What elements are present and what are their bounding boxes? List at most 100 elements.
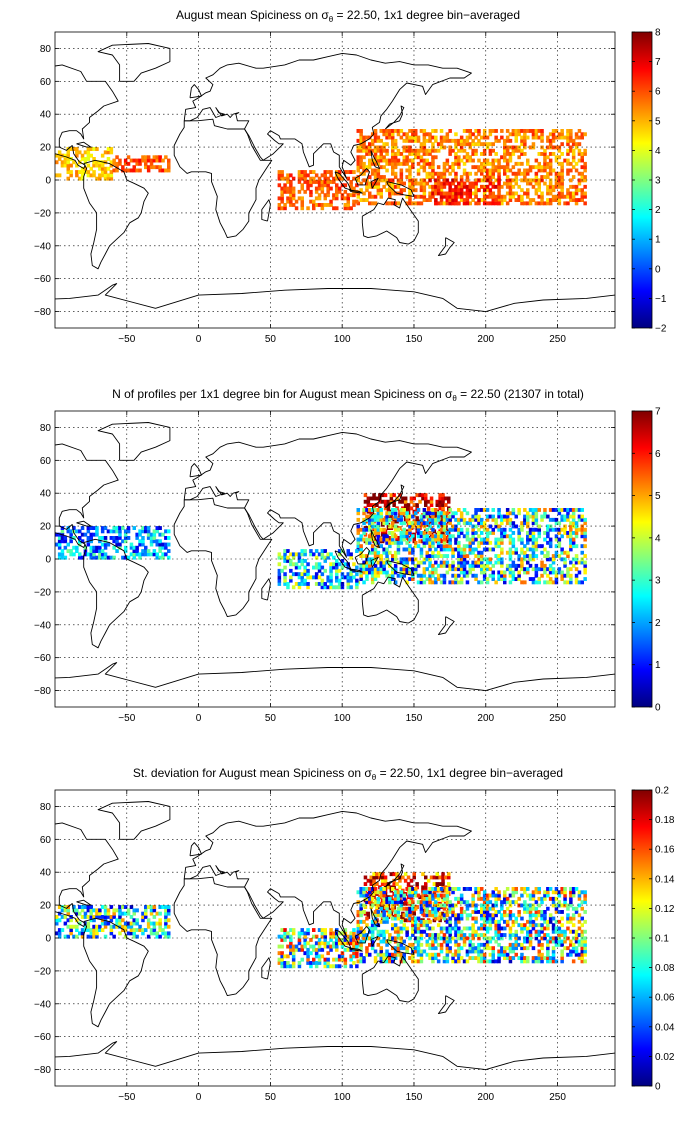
heatmap-cell bbox=[468, 544, 472, 549]
heatmap-cell bbox=[283, 559, 287, 563]
heatmap-cell bbox=[537, 194, 541, 199]
heatmap-cell bbox=[571, 184, 576, 189]
heatmap-cell bbox=[445, 896, 450, 901]
heatmap-cell bbox=[554, 942, 559, 947]
heatmap-cell bbox=[505, 563, 510, 568]
heatmap-cell bbox=[494, 152, 498, 156]
heatmap-cell bbox=[402, 952, 406, 957]
heatmap-cell bbox=[416, 138, 421, 143]
heatmap-cell bbox=[118, 542, 122, 547]
heatmap-cell bbox=[352, 170, 356, 174]
heatmap-cell bbox=[459, 531, 464, 535]
heatmap-cell bbox=[457, 550, 461, 555]
heatmap-cell bbox=[89, 166, 93, 171]
heatmap-cell bbox=[365, 540, 369, 545]
heatmap-cell bbox=[523, 138, 527, 143]
heatmap-cell bbox=[465, 158, 470, 163]
heatmap-cell bbox=[548, 171, 553, 176]
heatmap-cell bbox=[369, 882, 373, 886]
coastline bbox=[349, 189, 363, 194]
heatmap-cell bbox=[528, 201, 533, 206]
heatmap-cell bbox=[474, 906, 478, 911]
heatmap-cell bbox=[577, 508, 582, 512]
heatmap-cell bbox=[436, 537, 441, 542]
heatmap-cell bbox=[548, 916, 553, 921]
heatmap-cell bbox=[517, 577, 521, 581]
heatmap-cell bbox=[419, 900, 424, 905]
heatmap-cell bbox=[560, 165, 564, 170]
heatmap-cell bbox=[571, 906, 576, 911]
heatmap-cell bbox=[309, 964, 313, 969]
heatmap-cell bbox=[359, 926, 363, 931]
heatmap-cell bbox=[557, 544, 562, 549]
heatmap-cell bbox=[75, 153, 79, 158]
heatmap-cell bbox=[482, 936, 487, 941]
heatmap-cell bbox=[566, 152, 570, 156]
heatmap-cell bbox=[560, 952, 564, 957]
heatmap-cell bbox=[444, 875, 448, 880]
heatmap-cell bbox=[526, 959, 530, 964]
heatmap-cell bbox=[60, 526, 65, 530]
heatmap-cell bbox=[557, 929, 562, 934]
heatmap-cell bbox=[368, 194, 372, 199]
heatmap-cell bbox=[543, 511, 547, 516]
heatmap-cell bbox=[78, 170, 82, 174]
heatmap-cell bbox=[294, 565, 299, 570]
heatmap-cell bbox=[468, 132, 472, 137]
heatmap-cell bbox=[121, 924, 125, 929]
heatmap-cell bbox=[505, 145, 510, 150]
heatmap-cell bbox=[445, 936, 450, 941]
coastline bbox=[261, 199, 271, 222]
heatmap-cell bbox=[531, 544, 536, 549]
heatmap-cell bbox=[382, 517, 386, 522]
heatmap-cell bbox=[352, 928, 356, 932]
heatmap-cell bbox=[523, 900, 527, 905]
heatmap-cell bbox=[528, 942, 533, 947]
heatmap-cell bbox=[480, 949, 484, 954]
heatmap-cell bbox=[554, 521, 559, 526]
y-tick-label: 20 bbox=[40, 522, 52, 533]
heatmap-cell bbox=[329, 173, 333, 178]
heatmap-cell bbox=[471, 158, 475, 163]
heatmap-cell bbox=[144, 155, 148, 160]
heatmap-cell bbox=[425, 148, 429, 153]
heatmap-cell bbox=[419, 910, 424, 914]
heatmap-cell bbox=[531, 135, 536, 140]
heatmap-cell bbox=[537, 152, 541, 156]
heatmap-cell bbox=[583, 148, 587, 153]
coastline bbox=[83, 538, 149, 649]
heatmap-cell bbox=[517, 527, 521, 532]
heatmap-cell bbox=[370, 550, 375, 555]
heatmap-cell bbox=[291, 552, 296, 557]
heatmap-cell bbox=[557, 537, 562, 542]
coastline bbox=[97, 422, 171, 461]
heatmap-cell bbox=[100, 173, 105, 178]
heatmap-cell bbox=[569, 896, 573, 901]
heatmap-cell bbox=[480, 161, 484, 166]
heatmap-cell bbox=[528, 557, 533, 562]
heatmap-cell bbox=[359, 544, 363, 549]
heatmap-cell bbox=[376, 138, 381, 143]
heatmap-cell bbox=[577, 570, 582, 575]
heatmap-cell bbox=[548, 165, 553, 170]
heatmap-cell bbox=[92, 170, 96, 174]
heatmap-cell bbox=[380, 872, 385, 877]
heatmap-cell bbox=[419, 534, 424, 539]
heatmap-cell bbox=[543, 531, 547, 535]
heatmap-cell bbox=[414, 567, 418, 572]
heatmap-cell bbox=[428, 890, 432, 895]
heatmap-cell bbox=[346, 578, 350, 583]
heatmap-cell bbox=[409, 506, 414, 511]
heatmap-cell bbox=[422, 161, 427, 166]
heatmap-cell bbox=[335, 944, 339, 949]
heatmap-cell bbox=[523, 936, 527, 941]
heatmap-cell bbox=[121, 526, 125, 530]
heatmap-cell bbox=[511, 913, 516, 918]
heatmap-cell bbox=[368, 514, 372, 519]
heatmap-cell bbox=[465, 913, 470, 918]
heatmap-cell bbox=[497, 959, 501, 964]
heatmap-cell bbox=[152, 924, 157, 929]
heatmap-cell bbox=[356, 923, 360, 928]
heatmap-cell bbox=[445, 939, 450, 944]
heatmap-cell bbox=[326, 951, 330, 956]
